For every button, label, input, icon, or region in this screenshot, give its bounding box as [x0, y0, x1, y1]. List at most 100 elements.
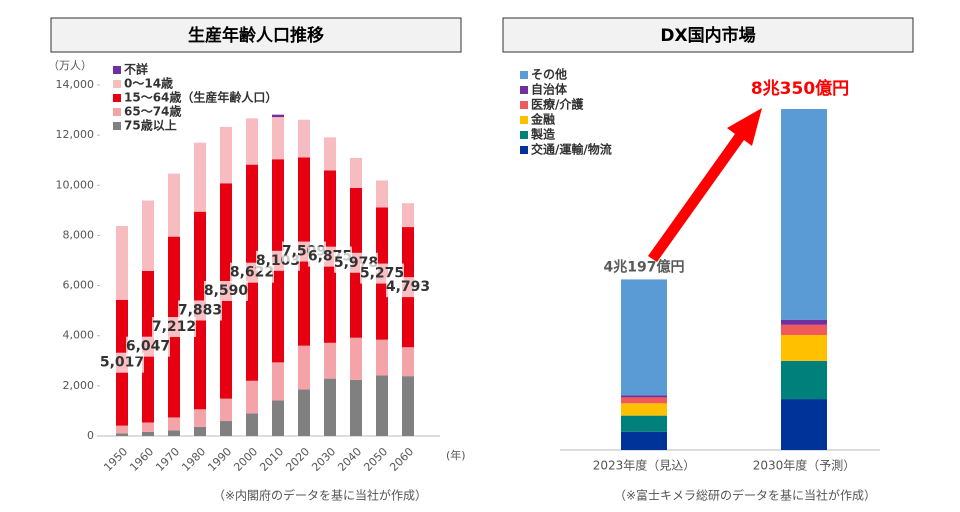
- bar-segment: [621, 415, 667, 432]
- bar-segment: [376, 339, 388, 376]
- growth-arrow: [648, 108, 762, 262]
- bar-segment: [298, 389, 310, 436]
- y-tick-label: 6,000: [63, 279, 95, 292]
- bar-segment: [220, 126, 232, 184]
- total-label: 4兆197億円: [604, 258, 685, 275]
- data-label: 6,047: [126, 339, 170, 355]
- bar-segment: [116, 226, 128, 300]
- bar-segment: [324, 137, 336, 171]
- note: （※富士キメラ総研のデータを基に当社が作成）: [614, 488, 876, 503]
- y-tick-label: 4,000: [63, 329, 95, 342]
- x-tick-label: 1950: [101, 445, 130, 474]
- x-tick-label: 2030: [309, 445, 338, 474]
- y-tick-label: 12,000: [56, 128, 95, 141]
- bar-segment: [246, 118, 258, 165]
- bar-segment: [621, 279, 667, 396]
- x-tick-label: 2000: [231, 445, 260, 474]
- x-tick-label: 2060: [387, 445, 416, 474]
- x-tick-label: 2040: [335, 445, 364, 474]
- data-label-bg: [386, 277, 430, 298]
- x-tick-label: 2020: [283, 445, 312, 474]
- bar-segment: [621, 403, 667, 416]
- data-label: 8,590: [204, 283, 249, 299]
- data-label-bg: [126, 336, 170, 357]
- chart-title: 生産年齢人口推移: [188, 25, 324, 46]
- legend-label: 不詳: [124, 62, 148, 77]
- bar-segment: [350, 157, 362, 188]
- legend-swatch: [113, 94, 121, 102]
- legend-label: 65〜74歳: [124, 104, 181, 119]
- legend-label: 交通/運輸/物流: [531, 142, 612, 157]
- bar-segment: [246, 380, 258, 414]
- legend-swatch: [113, 122, 121, 130]
- legend-swatch: [520, 101, 528, 109]
- legend-swatch: [520, 131, 528, 139]
- bar-segment: [621, 395, 667, 398]
- title-box: [50, 17, 462, 53]
- data-label-bg: [100, 352, 144, 373]
- data-label-bg: [152, 317, 196, 338]
- x-tick-label: 2050: [361, 445, 390, 474]
- bar-segment: [194, 409, 206, 427]
- bar-segment: [298, 345, 310, 390]
- total-label: 8兆350億円: [751, 78, 849, 99]
- bar-segment: [324, 342, 336, 379]
- bar-segment: [116, 433, 128, 436]
- data-label: 7,883: [178, 302, 222, 318]
- y-tick-label: 0: [87, 429, 94, 442]
- bar-segment: [781, 360, 827, 400]
- chart-title: DX国内市場: [660, 25, 755, 46]
- bar-segment: [402, 203, 414, 228]
- legend-swatch: [113, 80, 121, 88]
- note: （※内閣府のデータを基に当社が作成）: [213, 488, 427, 503]
- bar-segment: [220, 398, 232, 422]
- legend-label: その他: [531, 67, 567, 82]
- bar-segment: [781, 399, 827, 450]
- bar-segment: [116, 425, 128, 434]
- title-box: [502, 17, 914, 53]
- x-tick-label: 2010: [257, 445, 286, 474]
- x-tick-label: 2023年度（見込）: [593, 458, 696, 473]
- legend-swatch: [113, 108, 121, 116]
- x-tick-label: 1990: [205, 445, 234, 474]
- bar-segment: [194, 142, 206, 212]
- legend-swatch: [520, 146, 528, 154]
- bar-segment: [350, 337, 362, 380]
- bar-segment: [376, 180, 388, 208]
- bar-segment: [402, 376, 414, 436]
- bar-segment: [142, 200, 154, 271]
- legend-swatch: [113, 66, 121, 74]
- bar-segment: [142, 431, 154, 436]
- bar-segment: [781, 324, 827, 335]
- bar-segment: [350, 379, 362, 436]
- data-label-bg: [178, 300, 222, 321]
- x-tick-label: 1960: [127, 445, 156, 474]
- bar-segment: [246, 413, 258, 436]
- data-label: 4,793: [386, 279, 430, 295]
- bar-segment: [621, 397, 667, 404]
- legend-label: 自治体: [531, 82, 568, 97]
- y-tick-label: 14,000: [56, 78, 95, 91]
- legend-label: 製造: [530, 127, 556, 142]
- x-tick-label: 2030年度（予測）: [753, 458, 856, 473]
- bar-segment: [168, 173, 180, 237]
- bar-segment: [781, 319, 827, 325]
- bar-segment: [781, 334, 827, 361]
- y-tick-label: 2,000: [63, 379, 95, 392]
- y-tick-label: 10,000: [56, 178, 95, 191]
- bar-segment: [298, 119, 310, 158]
- bar-segment: [402, 347, 414, 377]
- legend-label: 医療/介護: [531, 97, 584, 112]
- x-tick-label: 1980: [179, 445, 208, 474]
- data-label: 7,212: [152, 319, 196, 335]
- legend-label: 0〜14歳: [124, 76, 173, 91]
- data-label: 5,017: [100, 355, 144, 371]
- x-unit: (年): [446, 448, 466, 462]
- y-unit: （万人）: [48, 59, 92, 72]
- bar-segment: [272, 400, 284, 436]
- bar-segment: [220, 421, 232, 436]
- bar-segment: [194, 426, 206, 436]
- bar-segment: [168, 430, 180, 436]
- bar-segment: [376, 375, 388, 436]
